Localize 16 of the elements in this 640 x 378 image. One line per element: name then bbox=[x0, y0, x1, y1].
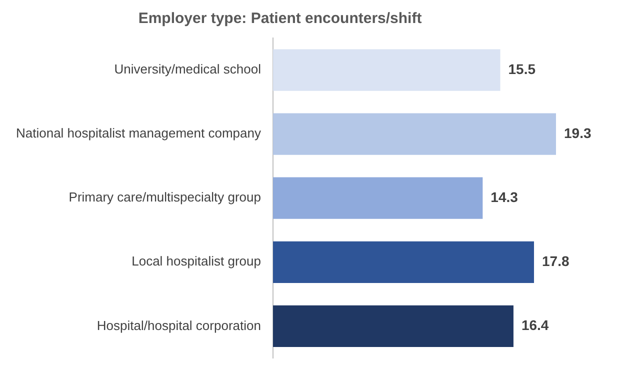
bar bbox=[272, 113, 556, 155]
bar bbox=[272, 241, 534, 283]
data-label: 14.3 bbox=[490, 188, 518, 205]
y-tick-label: Hospital/hospital corporation bbox=[96, 318, 261, 333]
bar bbox=[272, 177, 483, 219]
chart-title: Employer type: Patient encounters/shift bbox=[138, 10, 422, 28]
y-tick-label: Local hospitalist group bbox=[132, 254, 261, 269]
bar bbox=[272, 305, 514, 347]
y-tick-label: Primary care/multispecialty group bbox=[68, 190, 261, 205]
y-tick-label: National hospitalist management company bbox=[16, 126, 262, 141]
data-label: 16.4 bbox=[521, 317, 549, 334]
data-label: 17.8 bbox=[542, 253, 570, 269]
bar bbox=[272, 49, 500, 91]
data-label: 15.5 bbox=[508, 60, 536, 77]
y-tick-label: University/medical school bbox=[114, 62, 262, 77]
data-label: 19.3 bbox=[564, 124, 592, 141]
